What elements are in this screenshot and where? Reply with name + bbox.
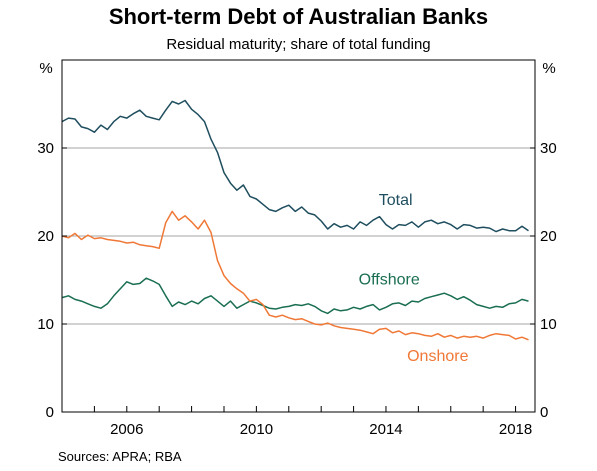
y-tick-label-left: 10 [37, 316, 54, 333]
series-line-offshore [61, 277, 529, 315]
series-label-total: Total [379, 192, 413, 209]
series-annotations: Total Offshore Onshore [359, 192, 469, 365]
gridlines [62, 147, 535, 325]
x-tick-label: 2014 [369, 421, 402, 438]
series-label-onshore: Onshore [407, 348, 468, 365]
x-tick-label: 2006 [110, 421, 143, 438]
axis-ticks [61, 147, 535, 413]
y-tick-label-left: 20 [37, 228, 54, 245]
series-line-onshore [61, 210, 529, 341]
y-tick-label-left: 0 [46, 404, 54, 421]
chart-source: Sources: APRA; RBA [58, 449, 182, 464]
chart-subtitle: Residual maturity; share of total fundin… [166, 36, 431, 53]
y-tick-label-right: 0 [540, 404, 548, 421]
y-unit-right: % [542, 60, 555, 77]
series-label-offshore: Offshore [359, 271, 420, 288]
series-line-total [61, 99, 529, 233]
x-tick-label: 2010 [240, 421, 273, 438]
x-tick-label: 2018 [499, 421, 532, 438]
axis-labels: 0 0 10 10 20 20 30 30 2006 2010 2014 2018 [37, 140, 556, 438]
chart-title: Short-term Debt of Australian Banks [108, 4, 489, 29]
series-lines [61, 99, 529, 341]
y-tick-label-right: 20 [540, 228, 557, 245]
y-unit-left: % [39, 60, 52, 77]
y-tick-label-right: 30 [540, 140, 557, 157]
y-tick-label-right: 10 [540, 316, 557, 333]
y-tick-label-left: 30 [37, 140, 54, 157]
